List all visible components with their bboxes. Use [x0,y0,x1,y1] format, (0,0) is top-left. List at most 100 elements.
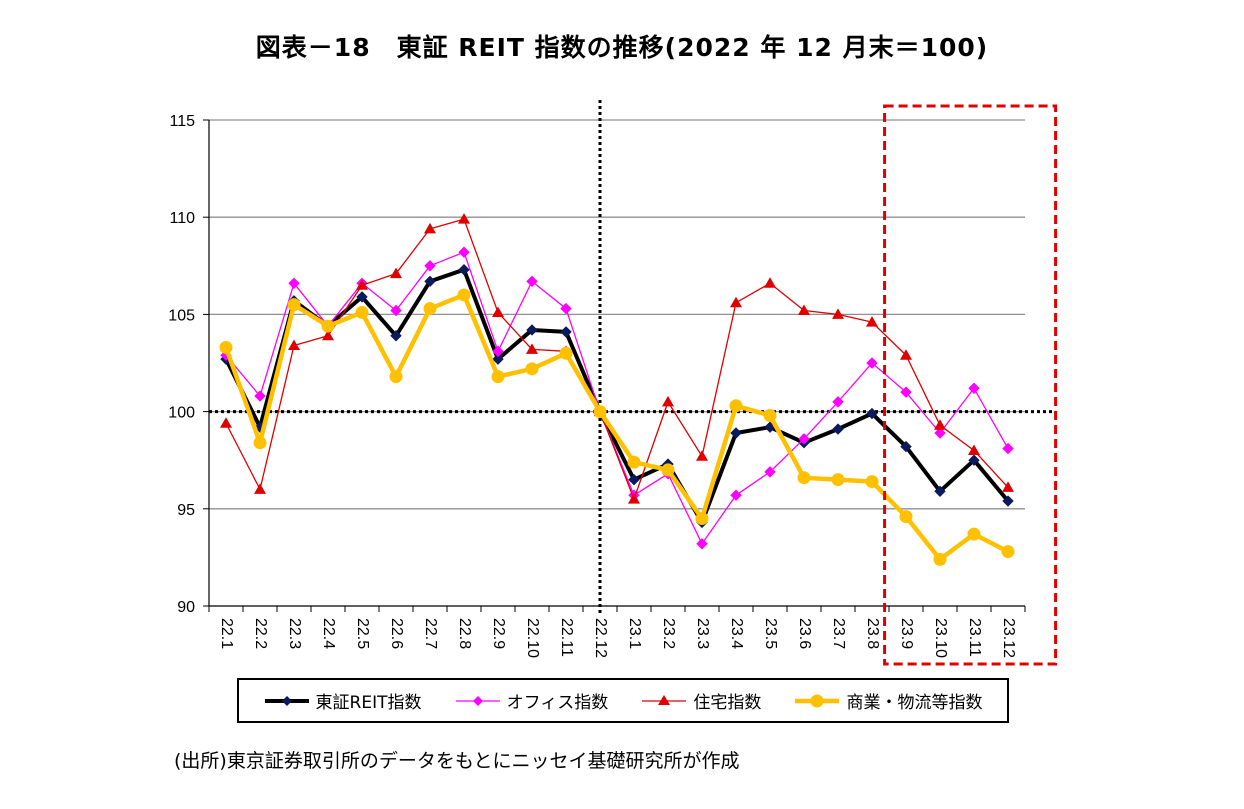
data-point [390,267,402,279]
x-tick-label: 23.9 [898,618,915,649]
y-tick-label: 115 [169,113,195,130]
data-point [492,306,504,317]
axes [203,119,1026,612]
legend-marker [810,694,824,707]
data-point [798,304,810,316]
legend-swatch [264,695,309,706]
data-point [934,419,946,430]
data-point [356,279,368,290]
data-point [729,399,743,413]
y-tick-label: 95 [177,502,195,519]
data-point [457,288,471,302]
x-tick-label: 22.12 [592,618,609,658]
data-point [628,473,640,486]
data-point [321,319,335,333]
x-tick-label: 22.7 [422,618,439,649]
data-point [492,345,504,358]
data-point [356,291,368,303]
data-point [322,329,334,341]
data-point [730,489,742,501]
grid-lines [209,119,1025,510]
x-tick-label: 23.1 [626,618,643,649]
x-tick-label: 23.7 [830,618,847,649]
data-point [219,340,233,354]
data-point [832,396,844,408]
data-point [458,246,470,258]
data-point [832,423,844,435]
source-note: (出所)東京証券取引所のデータをもとにニッセイ基礎研究所が作成 [174,750,740,772]
data-point [1002,442,1014,455]
data-point [390,304,402,317]
data-point [253,436,267,450]
x-tick-label: 23.12 [1000,618,1017,658]
tick-labels: 90 95 100 105 110 115 22.1 22.2 22.3 22.4 22.5 22.6… [168,113,1016,658]
data-point [424,222,436,234]
x-tick-label: 23.10 [932,618,949,658]
data-point [831,473,845,487]
x-tick-label: 23.4 [728,618,745,649]
legend-marker [658,694,671,705]
data-point [560,326,572,338]
data-point [968,444,980,455]
y-tick-label: 90 [177,599,195,616]
legend-item: 東証REIT指数 [264,688,422,713]
data-point [967,527,981,541]
legend-marker [281,695,292,706]
data-point [254,483,266,494]
x-tick-label: 22.11 [558,618,575,657]
data-point [491,370,505,384]
data-point [900,386,912,398]
highlight-box [883,104,1058,666]
data-point [900,349,912,360]
legend-item: 商業・物流等指数 [794,688,982,713]
x-tick-label: 23.5 [762,618,779,649]
x-tick-label: 22.4 [320,618,337,649]
data-point [866,357,878,369]
data-point [730,427,742,439]
data-point [526,343,538,354]
y-tick-label: 100 [168,405,195,422]
data-point [424,275,436,288]
data-point [968,454,980,466]
data-point [696,538,708,550]
x-tick-label: 22.8 [456,618,473,649]
legend-swatch [642,694,687,705]
x-tick-label: 23.2 [660,618,677,649]
data-point [866,316,878,327]
series-line [223,292,1010,562]
data-point [458,263,470,276]
data-point [458,213,470,224]
x-tick-label: 23.8 [864,618,881,649]
x-tick-label: 22.5 [354,618,371,649]
series-line [224,267,1010,525]
data-point [526,275,538,288]
data-point [559,346,573,360]
data-point [287,298,301,312]
data-point [1002,481,1014,492]
data-point [492,353,504,365]
x-tick-label: 22.2 [252,618,269,649]
data-point [763,408,777,422]
data-point [525,362,539,376]
legend: 東証REIT指数 オフィス指数 住宅指数 商業・物流等指数 [237,678,1009,723]
data-point [390,330,402,342]
y-tick-label: 110 [169,210,195,227]
y-tick-label: 105 [168,307,195,324]
data-point [934,485,946,498]
x-tick-label: 22.6 [388,618,405,649]
data-point [933,552,947,566]
x-tick-label: 22.10 [524,618,541,658]
data-point [220,417,232,428]
data-point [865,475,879,489]
data-point [288,277,300,290]
data-point [424,260,436,272]
series-line [225,218,1009,500]
data-point [254,390,266,402]
chart-title: 図表－18 東証 REIT 指数の推移(2022 年 12 月末＝100) [255,33,989,62]
legend-swatch [795,694,840,707]
data-point [288,339,300,351]
legend-label: 東証REIT指数 [315,693,422,713]
data-point [797,471,811,485]
data-point [730,296,742,308]
